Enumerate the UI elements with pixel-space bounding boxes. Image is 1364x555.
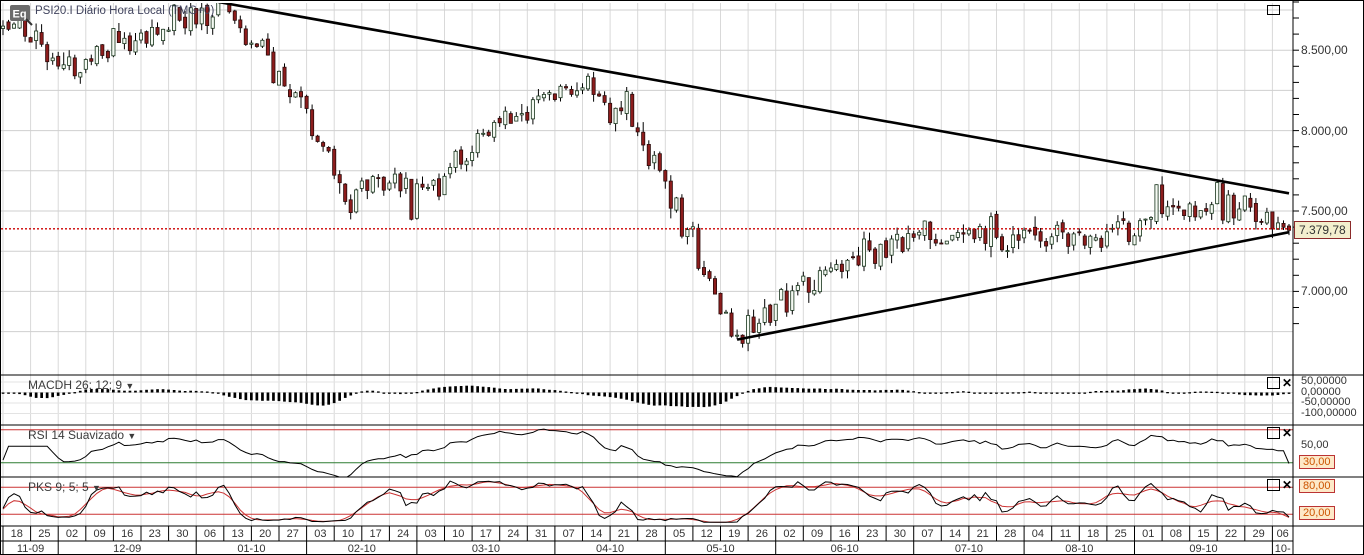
svg-text:Eq: Eq [13, 9, 27, 21]
